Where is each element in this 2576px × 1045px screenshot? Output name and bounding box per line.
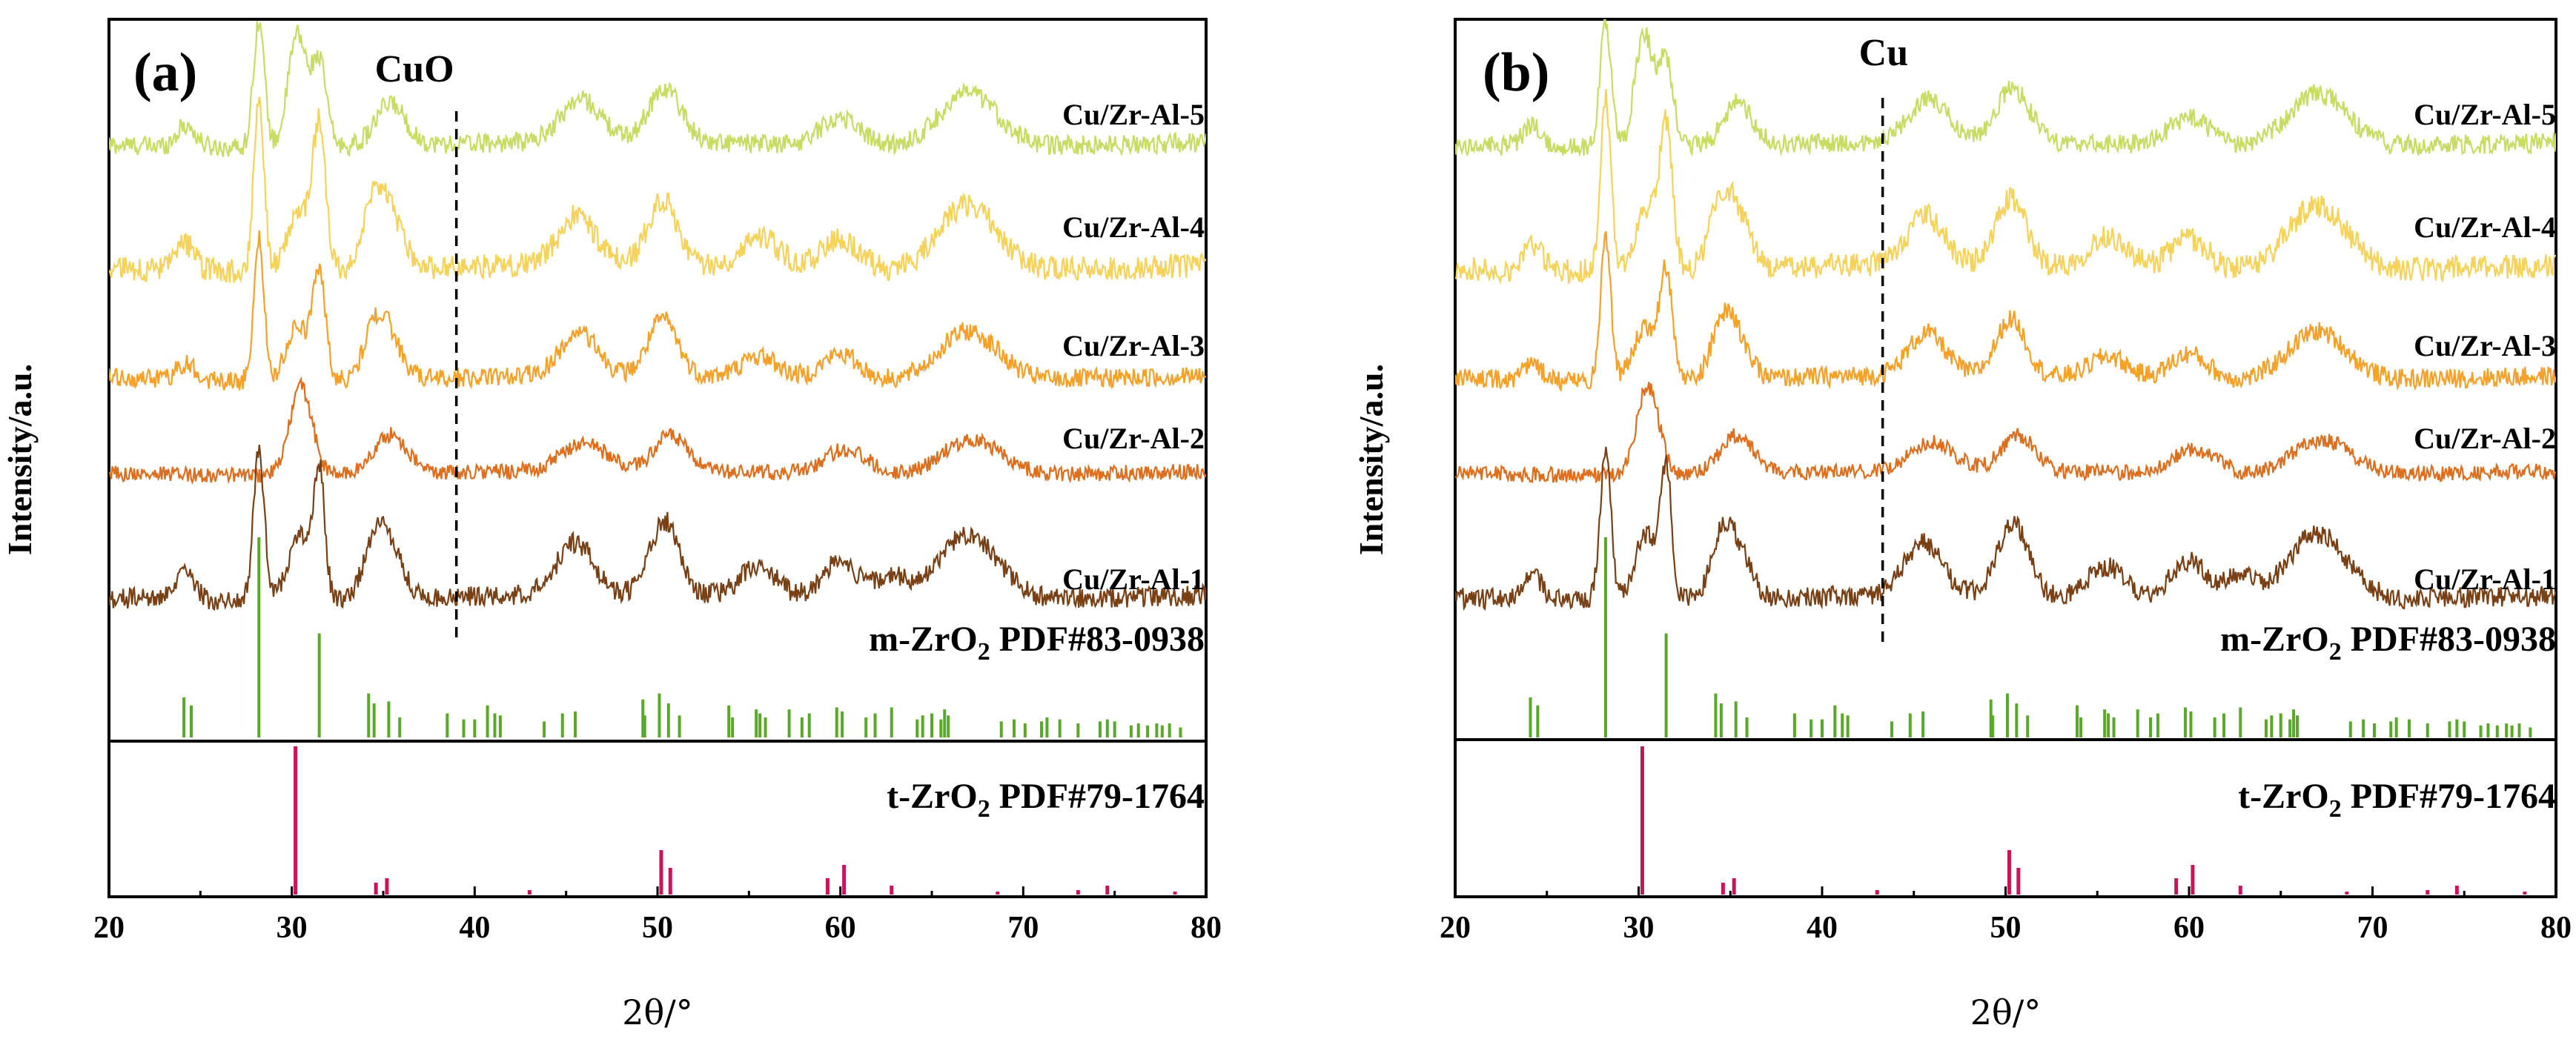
m-zro2-label: m-ZrO2 PDF#83-0938 <box>869 620 1205 666</box>
panel-a: 20 30 40 50 60 70 80 2θ/° Intensity/a.u. (a) Cu/Zr… <box>1 18 1222 1032</box>
y-axis-label: Intensity/a.u. <box>1352 364 1390 555</box>
series-line-cu-zr-al-3 <box>1455 230 2556 393</box>
y-axis-label: Intensity/a.u. <box>1 364 39 555</box>
panel-b: 20 30 40 50 60 70 80 2θ/° Intensity/a.u. (b) Cu/Zr… <box>1352 18 2572 1032</box>
traces <box>109 21 1206 611</box>
series-label: Cu/Zr-Al-2 <box>2414 422 2556 455</box>
x-tick-label: 60 <box>825 911 856 945</box>
x-tick-label: 40 <box>1807 911 1838 945</box>
x-tick-label: 30 <box>1623 911 1655 945</box>
x-tick-label: 80 <box>2540 911 2572 945</box>
series-line-cu-zr-al-2 <box>1455 382 2556 484</box>
x-tick-label: 70 <box>2357 911 2388 945</box>
series-label: Cu/Zr-Al-1 <box>2414 563 2556 596</box>
series-label: Cu/Zr-Al-4 <box>1062 210 1205 244</box>
panel-label: (a) <box>133 42 197 103</box>
series-line-cu-zr-al-5 <box>109 21 1206 157</box>
plot-frame-bottom <box>1454 738 2557 898</box>
x-axis-label: 2θ/° <box>622 992 692 1032</box>
series-line-cu-zr-al-1 <box>1455 446 2556 611</box>
series-line-cu-zr-al-4 <box>1455 89 2556 285</box>
annotation-label: CuO <box>375 48 454 90</box>
series-line-cu-zr-al-4 <box>109 96 1206 283</box>
t-zro2-label: t-ZrO2 PDF#79-1764 <box>887 777 1205 823</box>
x-tick-label: 80 <box>1191 911 1222 945</box>
x-tick-label: 50 <box>1990 911 2022 945</box>
series-label: Cu/Zr-Al-3 <box>2414 329 2556 362</box>
m-zro2-label: m-ZrO2 PDF#83-0938 <box>2220 620 2556 666</box>
x-tick-label: 20 <box>93 911 125 945</box>
x-tick-label: 70 <box>1007 911 1039 945</box>
panel-label: (b) <box>1483 42 1549 103</box>
series-label: Cu/Zr-Al-3 <box>1062 329 1205 362</box>
x-tick-label: 20 <box>1440 911 1471 945</box>
series-label: Cu/Zr-Al-5 <box>2414 98 2556 131</box>
series-label: Cu/Zr-Al-2 <box>1062 422 1205 455</box>
x-axis-label: 2θ/° <box>1970 992 2041 1032</box>
series-label: Cu/Zr-Al-4 <box>2414 210 2556 244</box>
plot-frame-bottom <box>107 740 1208 898</box>
series-label: Cu/Zr-Al-1 <box>1062 563 1205 596</box>
x-tick-label: 50 <box>642 911 673 945</box>
traces <box>1455 19 2556 611</box>
series-label: Cu/Zr-Al-5 <box>1062 98 1205 131</box>
series-line-cu-zr-al-5 <box>1455 19 2556 158</box>
series-line-cu-zr-al-3 <box>109 230 1206 391</box>
x-tick-label: 30 <box>277 911 308 945</box>
annotation-label: Cu <box>1859 32 1908 74</box>
series-line-cu-zr-al-2 <box>109 376 1206 485</box>
series-line-cu-zr-al-1 <box>109 444 1206 611</box>
x-tick-label: 40 <box>459 911 490 945</box>
t-zro2-label: t-ZrO2 PDF#79-1764 <box>2238 777 2556 823</box>
x-tick-label: 60 <box>2173 911 2205 945</box>
